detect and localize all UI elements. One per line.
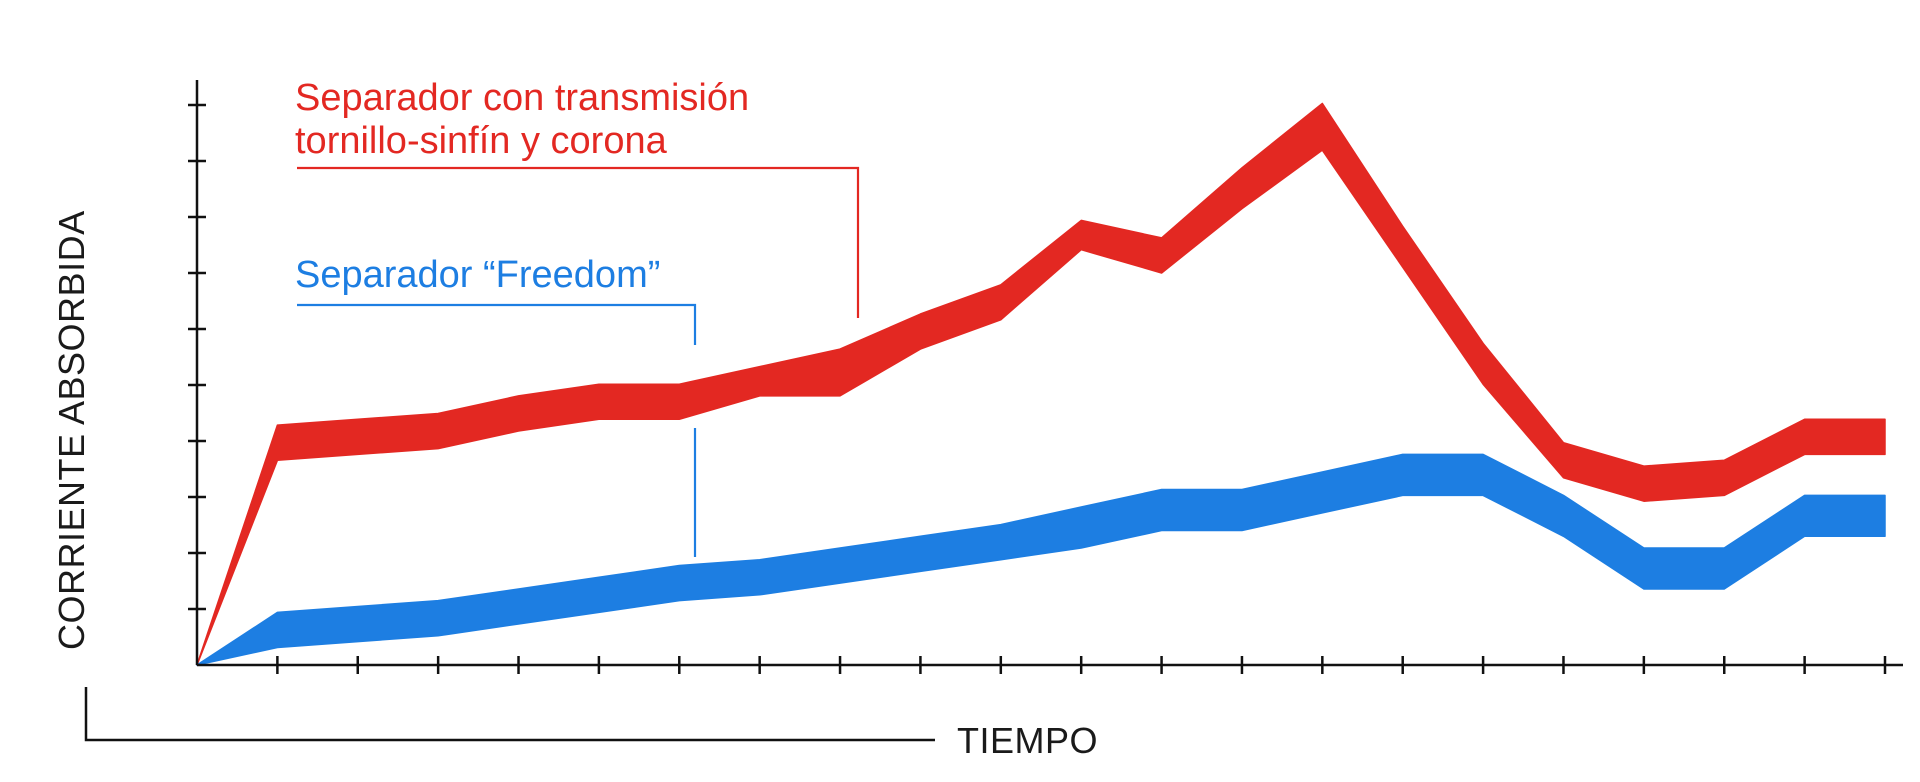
legend-blue-leader [297, 303, 697, 345]
legend-blue-line1: Separador “Freedom” [295, 254, 660, 296]
series-band-blue [196, 453, 1886, 666]
axis-labels: CORRIENTE ABSORBIDA TIEMPO [51, 210, 1098, 761]
y-axis-label: CORRIENTE ABSORBIDA [51, 210, 92, 650]
legend-red-leader [297, 166, 860, 318]
series-band-red [196, 102, 1886, 666]
series-bands [196, 102, 1886, 666]
ticks [188, 103, 1887, 674]
legend-red-line1: Separador con transmisión [295, 77, 749, 119]
axes [195, 80, 1903, 667]
x-axis-label: TIEMPO [957, 720, 1098, 761]
x-label-bracket [84, 687, 935, 742]
legend-red-line2: tornillo-sinfín y corona [295, 120, 668, 162]
legend: Separador con transmisión tornillo-sinfí… [295, 77, 860, 557]
